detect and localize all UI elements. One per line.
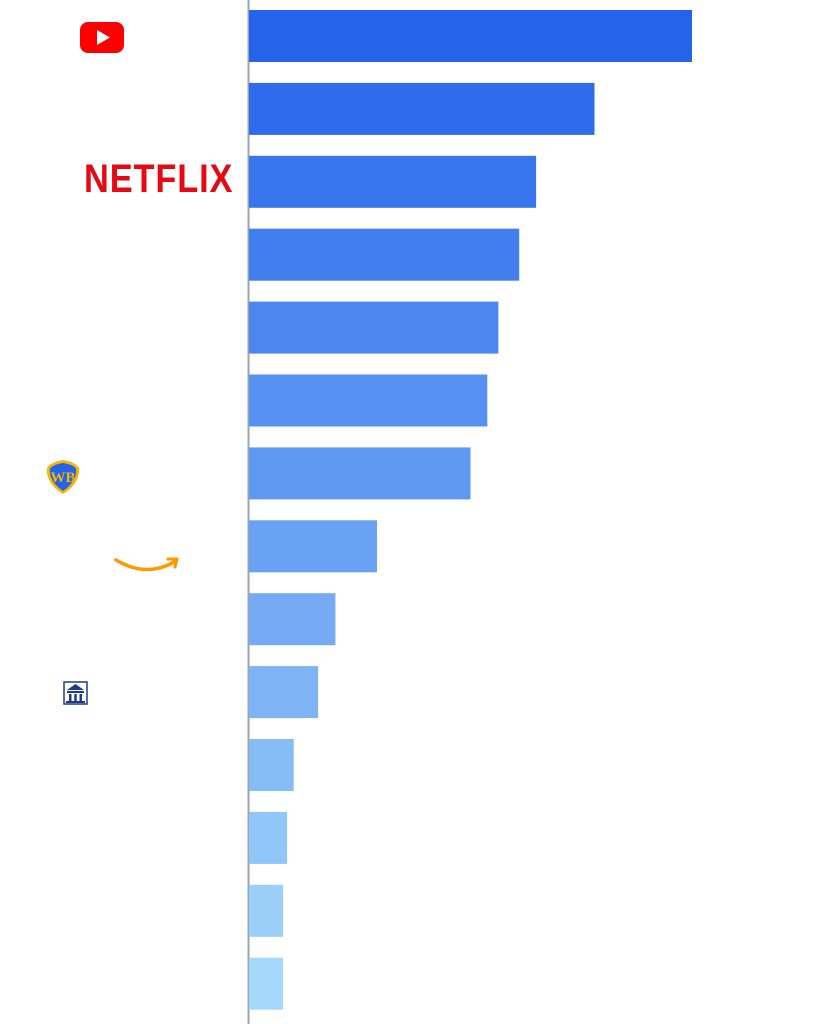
bar-8 xyxy=(249,520,377,573)
netflix-logo: NETFLIX xyxy=(84,157,234,201)
warner-bros-logo-icon: WB xyxy=(46,460,80,494)
svg-text:WB: WB xyxy=(50,470,75,486)
bar-12 xyxy=(249,811,288,864)
bar-5 xyxy=(249,301,499,354)
bars-group xyxy=(249,10,692,1010)
bar-6 xyxy=(249,374,488,427)
bar-4 xyxy=(249,228,520,281)
bar-11 xyxy=(249,739,294,791)
amazon-smile-icon xyxy=(114,557,179,572)
bar-1 xyxy=(249,10,692,62)
bar-14 xyxy=(249,957,284,1010)
studio-building-logo-icon xyxy=(63,681,88,705)
bar-3 xyxy=(249,155,537,208)
bar-10 xyxy=(249,666,319,719)
bar-2 xyxy=(249,82,595,135)
bar-13 xyxy=(249,884,284,937)
bar-7 xyxy=(249,447,471,500)
youtube-logo-icon xyxy=(80,22,124,53)
bar-9 xyxy=(249,593,336,646)
